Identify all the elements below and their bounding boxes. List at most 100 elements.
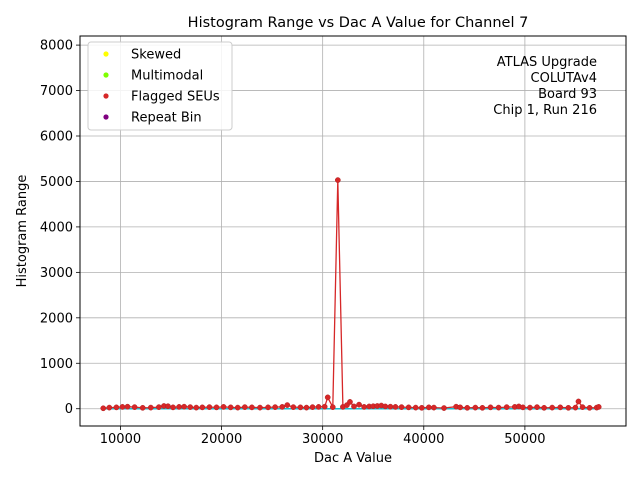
data-point xyxy=(106,404,113,411)
data-point xyxy=(100,405,107,412)
legend-label: Flagged SEUs xyxy=(131,90,220,105)
legend-label: Multimodal xyxy=(131,69,203,84)
data-point xyxy=(139,404,146,411)
data-point xyxy=(170,404,176,411)
data-point xyxy=(290,404,297,410)
data-point xyxy=(324,394,331,401)
y-tick-label: 1000 xyxy=(40,357,73,372)
data-point xyxy=(361,404,367,410)
data-point xyxy=(220,404,227,410)
y-tick-label: 5000 xyxy=(40,175,73,190)
y-tick-label: 8000 xyxy=(40,39,73,54)
legend-box xyxy=(87,41,233,131)
data-point xyxy=(124,403,131,410)
data-point xyxy=(534,404,540,410)
data-point xyxy=(279,404,286,410)
x-tick-label: 50000 xyxy=(504,432,545,447)
data-point xyxy=(347,399,353,405)
data-point xyxy=(527,404,533,411)
data-point xyxy=(315,404,322,410)
data-point xyxy=(520,404,526,411)
annotation-line: COLUTAv4 xyxy=(531,71,597,86)
data-point xyxy=(557,404,564,411)
data-point xyxy=(234,404,241,411)
y-tick-label: 0 xyxy=(65,402,73,417)
data-point xyxy=(199,404,206,411)
data-point xyxy=(193,404,200,411)
data-point xyxy=(487,404,494,411)
data-point xyxy=(213,404,220,411)
y-tick-label: 3000 xyxy=(40,266,73,281)
data-point xyxy=(549,404,556,411)
ticks: 10000 20000 30000 40000 50000 0 1000 2000 3000 40… xyxy=(40,39,546,447)
data-point xyxy=(206,404,213,410)
legend-marker xyxy=(103,114,109,120)
y-axis-title: Histogram Range xyxy=(15,175,30,288)
data-point xyxy=(503,404,510,410)
data-point xyxy=(131,404,138,410)
data-point xyxy=(565,404,572,411)
data-point xyxy=(398,404,405,410)
data-point xyxy=(187,404,194,410)
data-point xyxy=(586,404,593,411)
chart-title: Histogram Range vs Dac A Value for Chann… xyxy=(188,15,529,31)
data-point xyxy=(181,403,187,410)
y-tick-label: 2000 xyxy=(40,311,73,326)
annotation-line: ATLAS Upgrade xyxy=(497,55,597,70)
data-point xyxy=(297,404,304,411)
data-point xyxy=(418,404,425,411)
legend-marker xyxy=(103,72,109,78)
data-point xyxy=(579,404,586,410)
data-point xyxy=(464,404,471,411)
x-tick-label: 20000 xyxy=(201,432,242,447)
data-point xyxy=(119,404,126,410)
data-point xyxy=(303,404,310,411)
data-point xyxy=(176,404,182,410)
data-point xyxy=(541,404,547,411)
legend-label: Repeat Bin xyxy=(131,111,202,126)
x-tick-label: 10000 xyxy=(100,432,141,447)
data-point xyxy=(392,404,399,410)
data-point xyxy=(382,403,389,410)
annotation-line: Board 93 xyxy=(538,87,597,102)
data-point xyxy=(321,403,328,410)
y-tick-label: 6000 xyxy=(40,130,73,145)
data-point xyxy=(156,404,162,410)
data-point xyxy=(351,403,357,410)
data-point xyxy=(309,404,316,410)
data-point xyxy=(431,404,437,411)
data-point xyxy=(405,404,412,411)
data-point xyxy=(241,404,248,410)
data-point xyxy=(495,404,502,411)
data-point xyxy=(479,404,486,411)
data-point xyxy=(113,404,120,411)
data-point xyxy=(572,404,579,411)
data-point xyxy=(329,404,336,410)
data-point xyxy=(575,398,582,405)
data-point xyxy=(334,177,341,183)
data-point xyxy=(165,403,171,410)
legend-marker xyxy=(103,51,109,57)
annotation-line: Chip 1, Run 216 xyxy=(493,103,597,118)
data-point xyxy=(265,404,271,411)
data-point xyxy=(387,403,394,410)
x-axis-title: Dac A Value xyxy=(314,451,392,466)
data-point xyxy=(441,405,447,411)
data-point xyxy=(425,404,432,411)
points-layer xyxy=(100,177,602,412)
data-point xyxy=(257,404,263,411)
y-tick-label: 4000 xyxy=(40,220,73,235)
data-point xyxy=(227,404,234,411)
data-point xyxy=(284,402,291,408)
data-point xyxy=(472,404,479,411)
data-point xyxy=(249,404,255,411)
data-point xyxy=(272,404,278,410)
y-tick-label: 7000 xyxy=(40,84,73,99)
axes-frame xyxy=(79,35,627,427)
legend-marker xyxy=(103,93,109,99)
legend-label: Skewed xyxy=(131,48,181,63)
legend: Skewed Multimodal Flagged SEUs Repeat Bin xyxy=(87,41,233,131)
